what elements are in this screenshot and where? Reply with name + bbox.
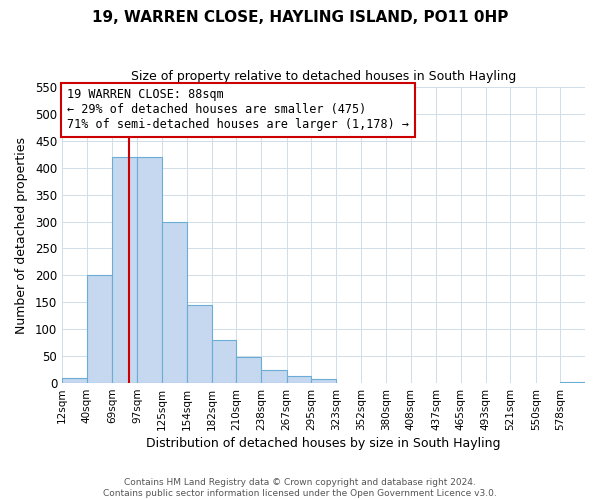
Bar xyxy=(261,370,287,383)
Bar xyxy=(560,382,585,383)
Bar xyxy=(287,376,311,383)
Bar xyxy=(212,340,236,383)
Bar xyxy=(87,276,112,383)
Bar xyxy=(137,157,161,383)
Y-axis label: Number of detached properties: Number of detached properties xyxy=(15,136,28,334)
Bar xyxy=(161,222,187,383)
Bar xyxy=(236,357,261,383)
X-axis label: Distribution of detached houses by size in South Hayling: Distribution of detached houses by size … xyxy=(146,437,501,450)
Bar xyxy=(187,305,212,383)
Title: Size of property relative to detached houses in South Hayling: Size of property relative to detached ho… xyxy=(131,70,516,83)
Bar xyxy=(62,378,87,383)
Text: 19 WARREN CLOSE: 88sqm
← 29% of detached houses are smaller (475)
71% of semi-de: 19 WARREN CLOSE: 88sqm ← 29% of detached… xyxy=(67,88,409,132)
Bar xyxy=(311,379,336,383)
Bar xyxy=(112,157,137,383)
Text: Contains HM Land Registry data © Crown copyright and database right 2024.
Contai: Contains HM Land Registry data © Crown c… xyxy=(103,478,497,498)
Text: 19, WARREN CLOSE, HAYLING ISLAND, PO11 0HP: 19, WARREN CLOSE, HAYLING ISLAND, PO11 0… xyxy=(92,10,508,25)
